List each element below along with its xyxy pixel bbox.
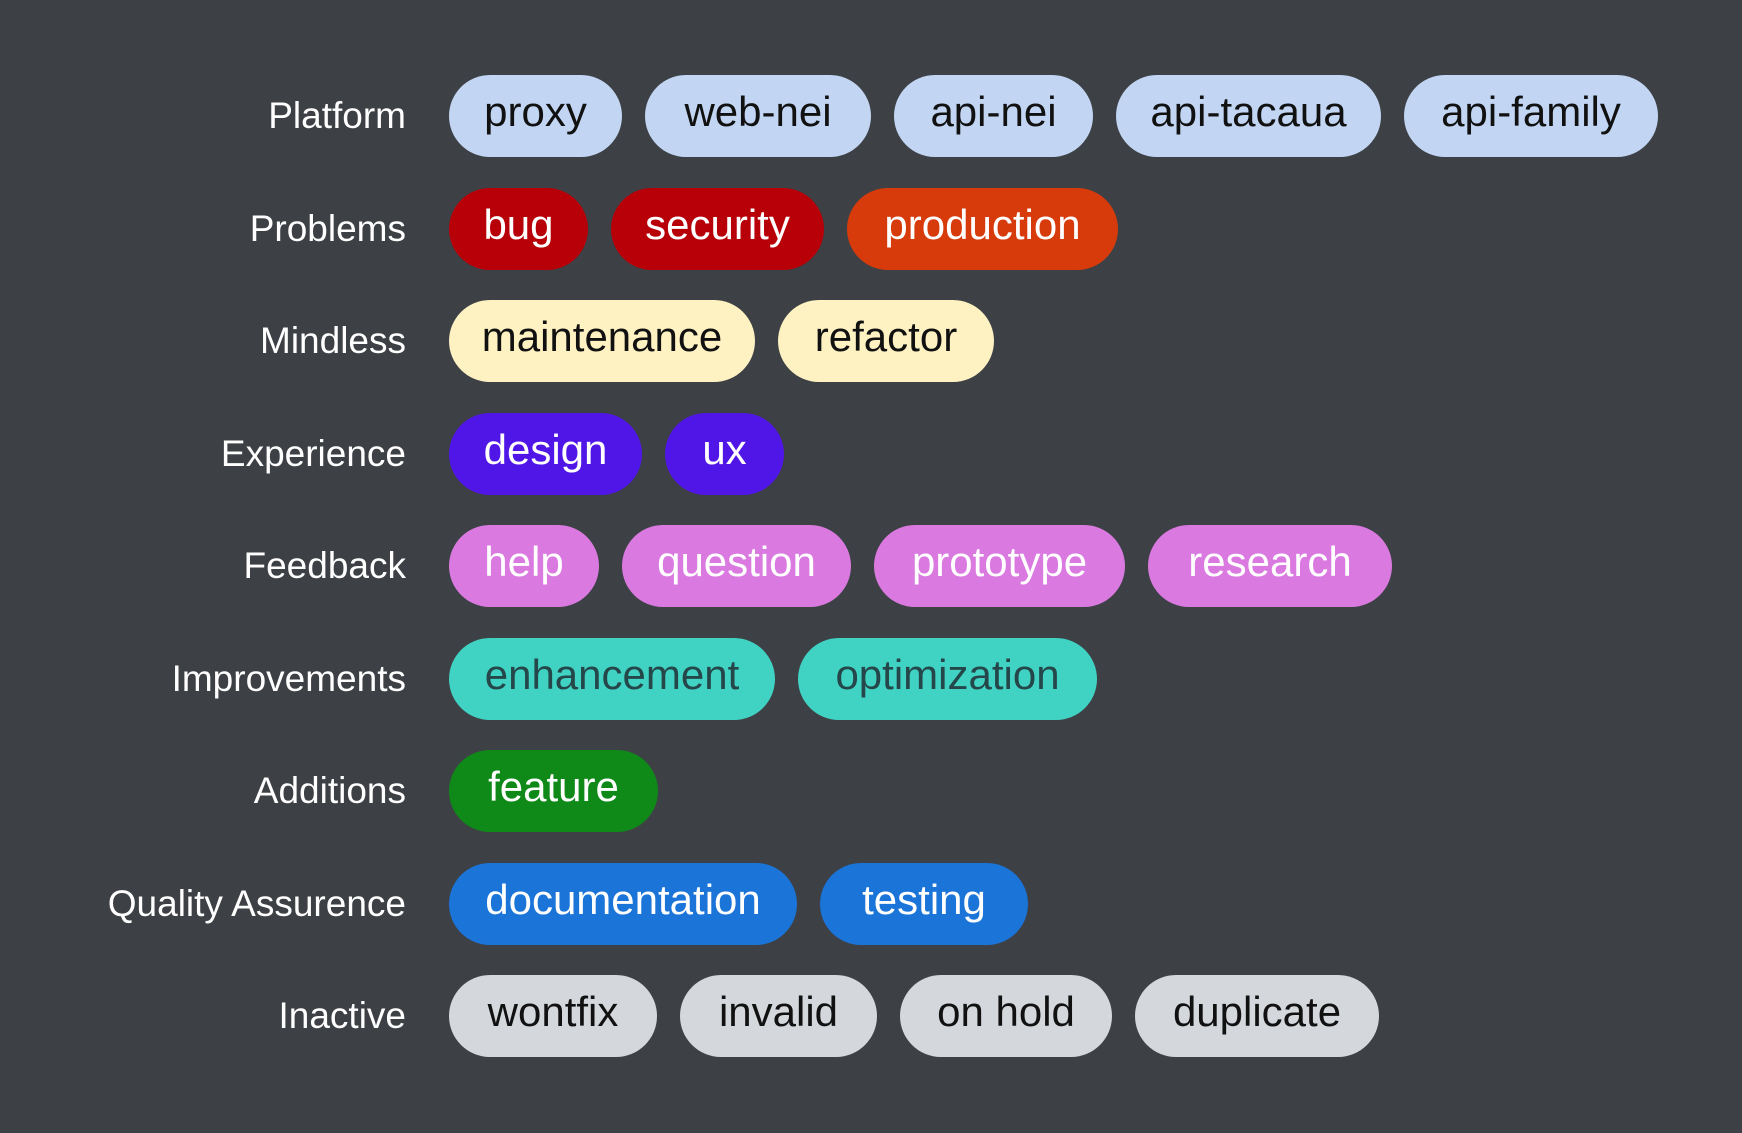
label-group-additions: Additions feature — [0, 750, 1742, 832]
group-label: Inactive — [278, 995, 406, 1036]
tag-production[interactable]: production — [847, 188, 1118, 270]
tag-testing[interactable]: testing — [820, 863, 1028, 945]
tag-invalid[interactable]: invalid — [680, 975, 877, 1057]
tag-research[interactable]: research — [1148, 525, 1392, 607]
tag-list: maintenance refactor — [449, 300, 994, 382]
label-group-problems: Problems bug security production — [0, 188, 1742, 270]
tag-api-nei[interactable]: api-nei — [894, 75, 1093, 157]
tag-list: wontfix invalid on hold duplicate — [449, 975, 1379, 1057]
label-group-improvements: Improvements enhancement optimization — [0, 638, 1742, 720]
tag-documentation[interactable]: documentation — [449, 863, 797, 945]
tag-optimization[interactable]: optimization — [798, 638, 1097, 720]
tag-question[interactable]: question — [622, 525, 851, 607]
group-label: Mindless — [260, 320, 406, 361]
tag-list: enhancement optimization — [449, 638, 1097, 720]
tag-security[interactable]: security — [611, 188, 824, 270]
tag-api-tacaua[interactable]: api-tacaua — [1116, 75, 1381, 157]
label-group-quality-assurence: Quality Assurence documentation testing — [0, 863, 1742, 945]
label-group-experience: Experience design ux — [0, 413, 1742, 495]
group-label: Additions — [253, 770, 406, 811]
tag-help[interactable]: help — [449, 525, 599, 607]
tag-wontfix[interactable]: wontfix — [449, 975, 657, 1057]
group-label: Quality Assurence — [107, 883, 406, 924]
tag-list: design ux — [449, 413, 784, 495]
label-group-inactive: Inactive wontfix invalid on hold duplicate — [0, 975, 1742, 1057]
tag-bug[interactable]: bug — [449, 188, 588, 270]
group-label: Problems — [249, 208, 406, 249]
tag-list: proxy web-nei api-nei api-tacaua api-family — [449, 75, 1658, 157]
tag-maintenance[interactable]: maintenance — [449, 300, 755, 382]
tag-design[interactable]: design — [449, 413, 642, 495]
tag-proxy[interactable]: proxy — [449, 75, 622, 157]
label-group-platform: Platform proxy web-nei api-nei api-tacaua api… — [0, 75, 1742, 157]
tag-list: feature — [449, 750, 658, 832]
group-label: Platform — [268, 95, 406, 136]
tag-duplicate[interactable]: duplicate — [1135, 975, 1379, 1057]
tag-on-hold[interactable]: on hold — [900, 975, 1112, 1057]
tag-feature[interactable]: feature — [449, 750, 658, 832]
label-group-feedback: Feedback help question prototype research — [0, 525, 1742, 607]
tag-list: bug security production — [449, 188, 1118, 270]
tag-ux[interactable]: ux — [665, 413, 784, 495]
tag-prototype[interactable]: prototype — [874, 525, 1125, 607]
label-group-mindless: Mindless maintenance refactor — [0, 300, 1742, 382]
tag-refactor[interactable]: refactor — [778, 300, 994, 382]
tag-enhancement[interactable]: enhancement — [449, 638, 775, 720]
group-label: Experience — [220, 433, 406, 474]
tag-list: help question prototype research — [449, 525, 1392, 607]
group-label: Feedback — [243, 545, 407, 586]
tag-list: documentation testing — [449, 863, 1028, 945]
group-label: Improvements — [171, 658, 406, 699]
tag-api-family[interactable]: api-family — [1404, 75, 1658, 157]
tag-web-nei[interactable]: web-nei — [645, 75, 871, 157]
